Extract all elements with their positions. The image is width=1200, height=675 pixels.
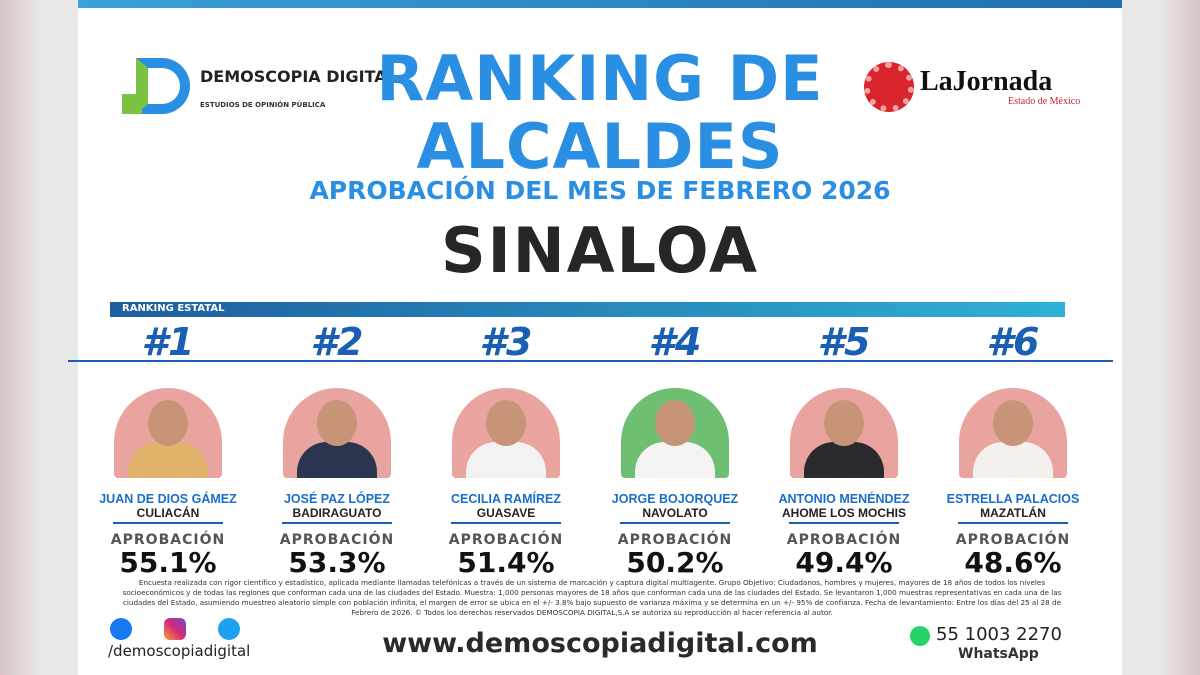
approval-label: APROBACIÓN [955, 532, 1071, 548]
underline [620, 522, 730, 524]
candidate-name: CECILIA RAMÍREZ [451, 492, 561, 506]
rank: #5 [817, 320, 871, 364]
approval-value: 48.6% [964, 546, 1062, 579]
website[interactable]: www.demoscopiadigital.com [382, 628, 818, 659]
photo-body [466, 442, 546, 478]
divider [406, 360, 606, 362]
municipality: BADIRAGUATO [292, 506, 382, 520]
approval-value: 53.3% [288, 546, 386, 579]
whatsapp-icon [910, 626, 930, 646]
section-label: RANKING ESTATAL [122, 303, 225, 314]
photo-head [655, 400, 695, 446]
divider [913, 360, 1113, 362]
rank: #3 [479, 320, 533, 364]
photo-body [804, 442, 884, 478]
phone: 55 1003 2270 [936, 624, 1062, 645]
approval-value: 49.4% [795, 546, 893, 579]
approval-label: APROBACIÓN [786, 532, 902, 548]
photo-head [148, 400, 188, 446]
divider [575, 360, 775, 362]
ranking-item: #4 JORGE BOJORQUEZ NAVOLATO APROBACIÓN 50.2% [575, 320, 775, 579]
photo [959, 388, 1067, 478]
photo-head [317, 400, 357, 446]
underline [958, 522, 1068, 524]
municipality: CULIACÁN [136, 506, 200, 520]
photo [790, 388, 898, 478]
photo-body [635, 442, 715, 478]
municipality: AHOME LOS MOCHIS [781, 506, 906, 520]
approval-label: APROBACIÓN [448, 532, 564, 548]
rank: #1 [141, 320, 195, 364]
partner-name: LaJornada [920, 66, 1053, 97]
divider [237, 360, 437, 362]
subtitle: APROBACIÓN DEL MES DE FEBRERO 2026 [309, 176, 891, 205]
instagram-icon[interactable] [164, 618, 186, 640]
candidate-name: ESTRELLA PALACIOS [946, 492, 1080, 506]
top-bar [78, 0, 1122, 8]
candidate-name: JUAN DE DIOS GÁMEZ [99, 492, 237, 506]
approval-label: APROBACIÓN [279, 532, 395, 548]
infographic: DEMOSCOPIA DIGITAL. ESTUDIOS DE OPINIÓN … [68, 0, 1122, 675]
partner-sub: Estado de México [1008, 96, 1081, 107]
facebook-icon[interactable] [110, 618, 132, 640]
approval-value: 51.4% [457, 546, 555, 579]
underline [113, 522, 223, 524]
photo [452, 388, 560, 478]
candidate-name: JOSÉ PAZ LÓPEZ [283, 492, 391, 506]
brand-name: DEMOSCOPIA DIGITAL. [200, 67, 403, 86]
partner-logo [864, 62, 914, 112]
underline [451, 522, 561, 524]
municipality: MAZATLÁN [980, 506, 1046, 520]
rank: #2 [310, 320, 364, 364]
section-bar: RANKING ESTATAL [110, 302, 1065, 317]
title: ALCALDES [416, 110, 784, 183]
ranking-item: #3 CECILIA RAMÍREZ GUASAVE APROBACIÓN 51.4% [406, 320, 606, 579]
photo-head [824, 400, 864, 446]
divider [744, 360, 944, 362]
approval-value: 55.1% [119, 546, 217, 579]
disclaimer: Encuesta realizada con rigor científico … [122, 578, 1062, 617]
approval-label: APROBACIÓN [110, 532, 226, 548]
photo-head [486, 400, 526, 446]
municipality: GUASAVE [476, 506, 536, 520]
photo [621, 388, 729, 478]
photo [114, 388, 222, 478]
municipality: NAVOLATO [642, 506, 708, 520]
ranking-item: #2 JOSÉ PAZ LÓPEZ BADIRAGUATO APROBACIÓN 53.… [237, 320, 437, 579]
twitter-icon[interactable] [218, 618, 240, 640]
brand-tagline: ESTUDIOS DE OPINIÓN PÚBLICA [200, 101, 326, 109]
photo-body [297, 442, 377, 478]
state: SINALOA [441, 214, 759, 287]
photo-head [993, 400, 1033, 446]
rank: #6 [986, 320, 1040, 364]
candidate-name: JORGE BOJORQUEZ [611, 492, 739, 506]
photo-body [128, 442, 208, 478]
photo [283, 388, 391, 478]
title: RANKING DE [376, 42, 824, 115]
candidate-name: ANTONIO MENÉNDEZ [778, 492, 910, 506]
underline [789, 522, 899, 524]
social-handle: /demoscopiadigital [108, 642, 251, 660]
photo-body [973, 442, 1053, 478]
phone-caption: WhatsApp [958, 646, 1039, 662]
divider [68, 360, 268, 362]
approval-label: APROBACIÓN [617, 532, 733, 548]
ranking-item: #6 ESTRELLA PALACIOS MAZATLÁN APROBACIÓN 48.… [913, 320, 1113, 579]
underline [282, 522, 392, 524]
ranking-item: #5 ANTONIO MENÉNDEZ AHOME LOS MOCHIS APROBA… [744, 320, 944, 579]
approval-value: 50.2% [626, 546, 724, 579]
ranking-item: #1 JUAN DE DIOS GÁMEZ CULIACÁN APROBACIÓN 55… [68, 320, 268, 579]
brand-logo [122, 58, 192, 114]
rank: #4 [648, 320, 702, 364]
